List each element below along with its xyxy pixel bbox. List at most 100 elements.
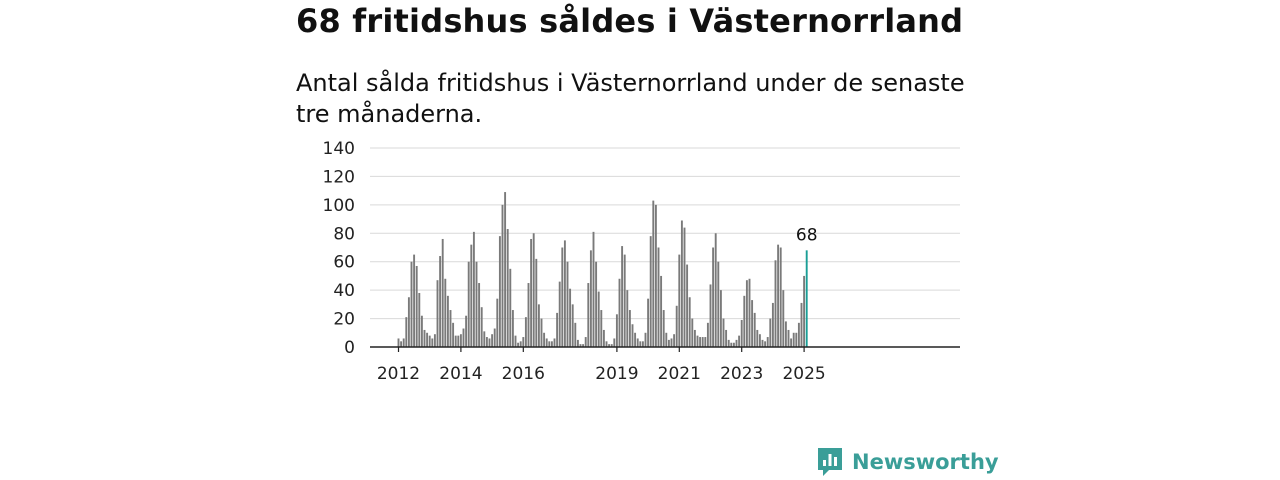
bar (644, 332, 647, 347)
bar (537, 304, 540, 347)
bar (509, 268, 512, 347)
bar (797, 322, 800, 347)
bar (722, 318, 725, 347)
bar (493, 328, 496, 347)
gridlines (370, 147, 960, 320)
bar (628, 310, 631, 347)
bar (506, 229, 509, 347)
bar (410, 261, 413, 347)
y-tick-label: 140 (323, 139, 355, 159)
bar (400, 341, 403, 347)
bar (420, 315, 423, 347)
bar (504, 192, 507, 347)
bar (660, 275, 663, 347)
bar (693, 329, 696, 347)
bar (803, 275, 806, 347)
bar (608, 344, 611, 347)
bar (709, 284, 712, 347)
bar (751, 300, 754, 347)
bar (761, 339, 764, 347)
bar (795, 332, 798, 347)
bar (748, 278, 751, 347)
bar (592, 231, 595, 347)
bar (556, 312, 559, 347)
bar (540, 318, 543, 347)
bar (667, 339, 670, 347)
bar (444, 278, 447, 347)
bar (771, 302, 774, 347)
bar (615, 314, 618, 347)
bar (584, 337, 587, 347)
bar (496, 298, 499, 347)
y-tick-label: 100 (323, 196, 355, 216)
bar (569, 288, 572, 347)
bar (779, 247, 782, 347)
bar (566, 261, 569, 347)
bar (582, 344, 585, 347)
bar (714, 233, 717, 347)
bar (769, 318, 772, 347)
bar (800, 302, 803, 347)
bar (433, 334, 436, 347)
bar (670, 338, 673, 347)
bar (550, 341, 553, 347)
bar (605, 341, 608, 347)
bar (543, 332, 546, 347)
bar (465, 315, 468, 347)
bar (678, 254, 681, 347)
bar (548, 341, 551, 347)
bar (480, 307, 483, 347)
bar (574, 322, 577, 347)
brand-logo: Newsworthy (816, 446, 999, 478)
bar (623, 254, 626, 347)
bar (413, 254, 416, 347)
bar (790, 338, 793, 347)
brand-name: Newsworthy (852, 450, 999, 474)
bar (472, 231, 475, 347)
bar (688, 297, 691, 347)
bar (774, 260, 777, 347)
bar (784, 321, 787, 347)
bars (397, 192, 808, 347)
chart-subtitle: Antal sålda fritidshus i Västernorrland … (296, 69, 965, 128)
bar (441, 238, 444, 347)
bar (792, 332, 795, 347)
bar (514, 335, 517, 347)
bar (647, 298, 650, 347)
bar (631, 324, 634, 347)
bar (524, 317, 527, 347)
x-tick-label: 2021 (658, 364, 701, 384)
bar (470, 244, 473, 347)
bar (563, 240, 566, 347)
bar (454, 335, 457, 347)
bar (777, 244, 780, 347)
bar (743, 295, 746, 347)
x-tick-label: 2023 (720, 364, 763, 384)
bar (423, 329, 426, 347)
bar (764, 341, 767, 347)
bar (725, 329, 728, 347)
bar (431, 338, 434, 347)
bar (558, 281, 561, 347)
bar (756, 329, 759, 347)
bar-highlight (805, 250, 808, 347)
y-tick-label: 60 (333, 253, 355, 273)
bar (483, 331, 486, 347)
bar (415, 265, 418, 347)
bar (675, 305, 678, 347)
bar (730, 342, 733, 347)
y-axis-labels: 0 20 40 60 80 100 120 140 (323, 139, 355, 358)
bar (576, 339, 579, 347)
newsworthy-logo-icon (818, 448, 842, 476)
bar (735, 339, 738, 347)
y-tick-label: 0 (344, 338, 355, 358)
x-axis-labels: 2012 2014 2016 2019 2021 2023 2025 (377, 364, 826, 384)
bar (652, 200, 655, 347)
bar (634, 332, 637, 347)
bar (561, 247, 564, 347)
bar (579, 344, 582, 347)
bar (758, 334, 761, 347)
bar (704, 337, 707, 347)
y-tick-label: 40 (333, 281, 355, 301)
